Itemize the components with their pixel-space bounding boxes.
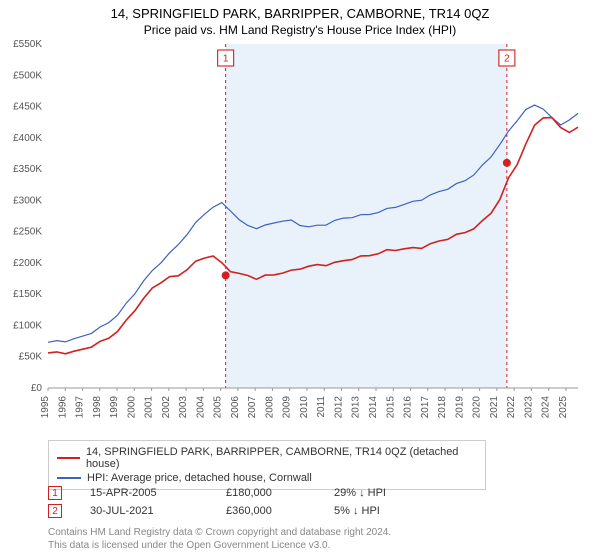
legend-row-red: 14, SPRINGFIELD PARK, BARRIPPER, CAMBORN…	[57, 445, 477, 471]
x-tick-label: 2007	[247, 396, 258, 419]
footer-line-2: This data is licensed under the Open Gov…	[48, 539, 391, 552]
title-main: 14, SPRINGFIELD PARK, BARRIPPER, CAMBORN…	[0, 6, 600, 21]
chart-container: 14, SPRINGFIELD PARK, BARRIPPER, CAMBORN…	[0, 0, 600, 560]
x-tick-label: 1997	[75, 396, 86, 419]
x-tick-label: 2012	[333, 396, 344, 419]
legend-label-blue: HPI: Average price, detached house, Corn…	[87, 472, 312, 484]
y-tick-label: £350K	[13, 164, 42, 175]
x-tick-label: 2020	[472, 396, 483, 419]
y-tick-label: £0	[31, 383, 43, 394]
x-tick-label: 2015	[385, 396, 396, 419]
chart-svg: £0£50K£100K£150K£200K£250K£300K£350K£400…	[48, 44, 578, 414]
y-tick-label: £100K	[13, 320, 42, 331]
footer-line-1: Contains HM Land Registry data © Crown c…	[48, 526, 391, 539]
sales-delta-1: 29% ↓ HPI	[334, 487, 434, 499]
x-tick-label: 2000	[126, 396, 137, 419]
x-tick-label: 2017	[420, 396, 431, 419]
chart-plot-area: £0£50K£100K£150K£200K£250K£300K£350K£400…	[48, 44, 578, 414]
sales-row-1: 1 15-APR-2005 £180,000 29% ↓ HPI	[48, 484, 434, 502]
sales-price-1: £180,000	[226, 487, 306, 499]
sale-dot	[222, 271, 230, 279]
y-tick-label: £200K	[13, 258, 42, 269]
x-tick-label: 1995	[40, 396, 51, 419]
sale-marker-num: 1	[223, 54, 229, 65]
y-tick-label: £50K	[19, 352, 43, 363]
footer: Contains HM Land Registry data © Crown c…	[48, 526, 391, 552]
sales-marker-1: 1	[48, 486, 62, 500]
x-tick-label: 2006	[230, 396, 241, 419]
x-tick-label: 2011	[316, 396, 327, 418]
sales-delta-2: 5% ↓ HPI	[334, 505, 434, 517]
x-tick-label: 2010	[299, 396, 310, 419]
x-tick-label: 2024	[541, 396, 552, 419]
x-tick-label: 1999	[109, 396, 120, 419]
x-tick-label: 2022	[506, 396, 517, 419]
x-tick-label: 2023	[523, 396, 534, 419]
legend-swatch-red	[57, 457, 80, 459]
y-tick-label: £150K	[13, 289, 42, 300]
sale-marker-num: 2	[504, 54, 510, 65]
chart-titles: 14, SPRINGFIELD PARK, BARRIPPER, CAMBORN…	[0, 0, 600, 37]
x-tick-label: 2008	[264, 396, 275, 419]
x-tick-label: 1996	[57, 396, 68, 419]
x-tick-label: 2009	[282, 396, 293, 419]
x-tick-label: 2018	[437, 396, 448, 419]
legend-swatch-blue	[57, 477, 81, 479]
sales-marker-2: 2	[48, 504, 62, 518]
x-tick-label: 2016	[403, 396, 414, 419]
x-tick-label: 2019	[454, 396, 465, 419]
y-tick-label: £300K	[13, 195, 42, 206]
x-tick-label: 1998	[92, 396, 103, 419]
x-tick-label: 2003	[178, 396, 189, 419]
sales-row-2: 2 30-JUL-2021 £360,000 5% ↓ HPI	[48, 502, 434, 520]
legend: 14, SPRINGFIELD PARK, BARRIPPER, CAMBORN…	[48, 440, 486, 490]
title-sub: Price paid vs. HM Land Registry's House …	[0, 23, 600, 37]
x-tick-label: 2002	[161, 396, 172, 419]
chart-band	[226, 44, 507, 388]
x-tick-label: 2004	[195, 396, 206, 419]
y-tick-label: £450K	[13, 102, 42, 113]
legend-row-blue: HPI: Average price, detached house, Corn…	[57, 471, 477, 485]
sales-table: 1 15-APR-2005 £180,000 29% ↓ HPI 2 30-JU…	[48, 484, 434, 520]
legend-label-red: 14, SPRINGFIELD PARK, BARRIPPER, CAMBORN…	[86, 446, 477, 470]
x-tick-label: 2013	[351, 396, 362, 419]
sales-price-2: £360,000	[226, 505, 306, 517]
x-tick-label: 2021	[489, 396, 500, 419]
sales-date-2: 30-JUL-2021	[90, 505, 198, 517]
sales-date-1: 15-APR-2005	[90, 487, 198, 499]
x-tick-label: 2001	[144, 396, 155, 419]
y-tick-label: £500K	[13, 70, 42, 81]
y-tick-label: £250K	[13, 227, 42, 238]
y-tick-label: £550K	[13, 39, 42, 50]
x-tick-label: 2005	[213, 396, 224, 419]
x-tick-label: 2014	[368, 396, 379, 419]
y-tick-label: £400K	[13, 133, 42, 144]
x-tick-label: 2025	[558, 396, 569, 419]
sale-dot	[503, 159, 511, 167]
